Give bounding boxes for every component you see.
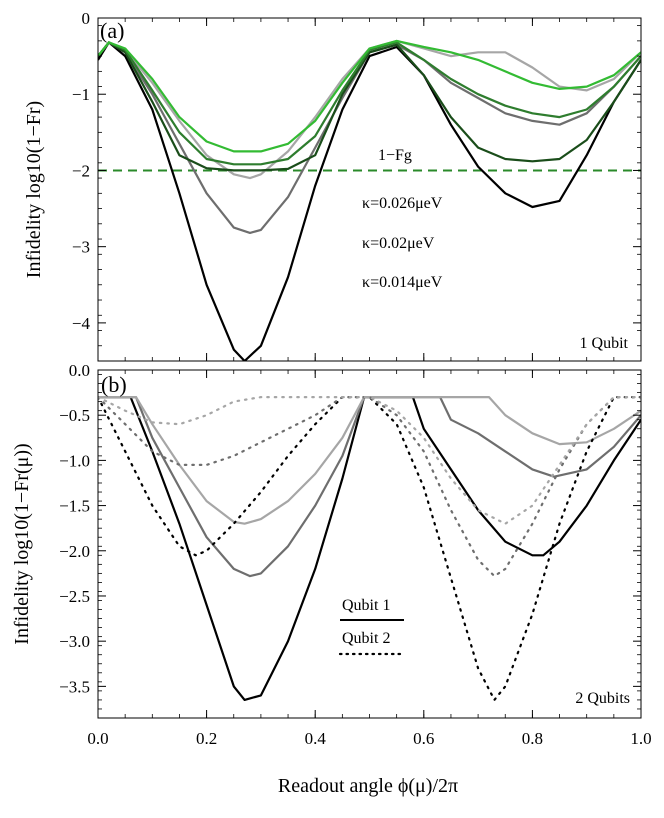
xtick-label-4: 0.8 [522, 729, 543, 748]
panel-a-ytick-label-1: −1 [72, 85, 90, 104]
panel-b-series-line-3 [98, 396, 641, 701]
panel-a-label: (a) [100, 18, 124, 43]
kappa-annotation-002: κ=0.02μeV [362, 235, 435, 252]
x-axis-label: Readout angle ϕ(μ)/2π [278, 775, 458, 797]
panel-b-ytick-label-5: −2.5 [59, 587, 90, 606]
panel-b-plot-area [98, 396, 641, 701]
kappa-annotation-0014: κ=0.014μeV [362, 274, 443, 291]
panel-a-ytick-label-0: 0 [82, 9, 91, 28]
panel-b-ytick-label-1: −0.5 [59, 406, 90, 425]
panel-a-series-line-4 [98, 41, 641, 166]
panel-a-frame [97, 17, 642, 362]
legend-label-qubit-1: Qubit 1 [342, 597, 390, 614]
panel-b-series-line-2 [98, 396, 641, 525]
kappa-annotation-0026: κ=0.026μeV [362, 195, 443, 212]
panel-b-ytick-label-2: −1.0 [59, 451, 90, 470]
panel-b-ytick-label-7: −3.5 [59, 677, 90, 696]
panel-a-series-line-3 [98, 41, 641, 172]
xtick-label-5: 1.0 [630, 729, 651, 748]
panel-b-y-axis-label: Infidelity log10(1−Fr(μ)) [11, 443, 33, 644]
xtick-label-0: 0.0 [87, 729, 108, 748]
panel-b-ytick-label-3: −1.5 [59, 497, 90, 516]
panel-a-y-axis-label: Infidelity log10(1−Fr) [23, 101, 45, 278]
panel-a-ytick-label-3: −3 [72, 238, 90, 257]
panel-b: 0.0 −0.5 −1.0 −1.5 −2.0 −2.5 −3.0 −3.5 0.0 0.2 0.4… [11, 361, 652, 797]
panel-a-series-line-2 [98, 39, 641, 180]
legend-label-qubit-2: Qubit 2 [342, 630, 390, 647]
xtick-label-2: 0.4 [305, 729, 327, 748]
reference-line-label: 1−Fg [378, 147, 412, 164]
panel-a-plot-area [98, 39, 641, 361]
panel-b-series-line-1 [98, 396, 641, 578]
panel-b-series-line-4 [98, 396, 641, 578]
panel-b-series-line-0 [98, 396, 641, 701]
xtick-label-1: 0.2 [196, 729, 217, 748]
panel-b-corner-text: 2 Qubits [575, 690, 630, 707]
panel-b-series-line-5 [98, 396, 641, 525]
panel-b-frame [97, 369, 642, 719]
panel-a-ytick-label-2: −2 [72, 161, 90, 180]
panel-a-ytick-label-4: −4 [72, 314, 91, 333]
panel-b-ytick-label-0: 0.0 [69, 361, 90, 380]
panel-a-y-axis: 0 −1 −2 −3 −4 [72, 9, 642, 362]
panel-a-series-line-1 [98, 41, 641, 234]
legend: Qubit 1 Qubit 2 [338, 597, 406, 656]
panel-a-corner-text: 1 Qubit [580, 335, 629, 352]
panel-b-ytick-label-4: −2.0 [59, 542, 90, 561]
panel-a-series-line-5 [98, 39, 641, 153]
panel-b-axes: 0.0 −0.5 −1.0 −1.5 −2.0 −2.5 −3.0 −3.5 0.0 0.2 0.4… [59, 361, 651, 748]
panel-b-label: (b) [101, 372, 127, 397]
panel-a: 0 −1 −2 −3 −4 (a) Infidelity log10(1−Fr) 1 Q… [23, 9, 642, 362]
panel-a-series-line-0 [98, 41, 641, 361]
panel-b-ytick-label-6: −3.0 [59, 632, 90, 651]
xtick-label-3: 0.6 [413, 729, 434, 748]
